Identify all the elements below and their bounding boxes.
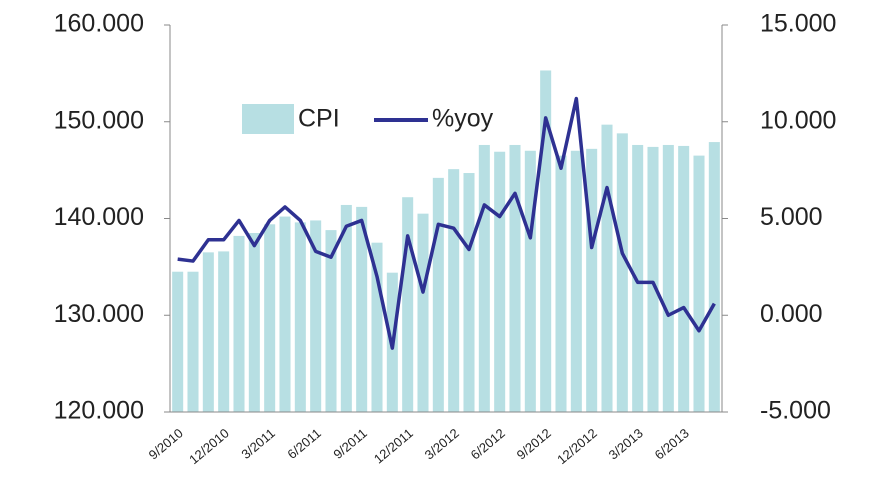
bar [371,242,383,412]
bar [310,220,322,412]
bar [218,251,230,412]
bar [417,213,429,412]
legend-swatch [242,104,294,134]
bar [356,206,368,412]
bar [340,204,352,412]
bar [708,142,720,412]
bar [325,230,337,412]
bar [586,148,598,412]
y-tick-label: 150.000 [54,106,144,134]
bar [555,155,567,413]
x-tick-label: 9/2010 [146,425,186,462]
x-tick-label: 6/2011 [284,425,323,461]
y2-tick-label: -5.000 [760,397,831,425]
bar [494,151,506,412]
y-tick-label: 160.000 [54,10,144,38]
legend-label: %yoy [432,105,494,133]
x-tick-label: 9/2011 [330,425,369,461]
bar [570,150,582,412]
bar [509,144,521,412]
bar [632,144,644,412]
y-tick-label: 130.000 [54,300,144,328]
bar [616,133,628,413]
bar [524,150,536,412]
bar [172,271,184,412]
bar [478,144,490,412]
y-tick-label: 120.000 [54,397,144,425]
bar [693,155,705,413]
line [177,96,716,350]
bar [233,235,245,412]
legend-label: CPI [298,105,340,133]
bar [402,197,414,412]
bar [540,70,552,412]
x-tick-label: 12/2012 [554,425,600,467]
bar [448,169,460,412]
y2-tick-label: 0.000 [760,300,823,328]
x-tick-label: 3/2013 [606,425,646,462]
x-tick-label: 3/2011 [238,425,277,461]
bar [279,216,291,412]
x-tick-label: 12/2011 [371,425,416,466]
y2-tick-label: 5.000 [760,203,823,231]
y2-tick-label: 15.000 [760,10,836,38]
bar [601,124,613,412]
bar [187,271,199,412]
bar [662,144,674,412]
bar [294,222,306,412]
bar [463,173,475,412]
bar [647,146,659,412]
x-tick-label: 6/2012 [468,425,508,462]
y-tick-label: 140.000 [54,203,144,231]
y2-tick-label: 10.000 [760,106,836,134]
bar [202,252,214,412]
x-tick-label: 6/2013 [652,425,692,462]
x-tick-label: 3/2012 [422,425,462,462]
x-tick-label: 12/2010 [186,425,232,467]
x-tick-label: 9/2012 [514,425,554,462]
bar [264,224,276,412]
bar [678,145,690,412]
bar [248,233,260,412]
bar [432,177,444,412]
legend: CPI %yoy [242,104,494,134]
